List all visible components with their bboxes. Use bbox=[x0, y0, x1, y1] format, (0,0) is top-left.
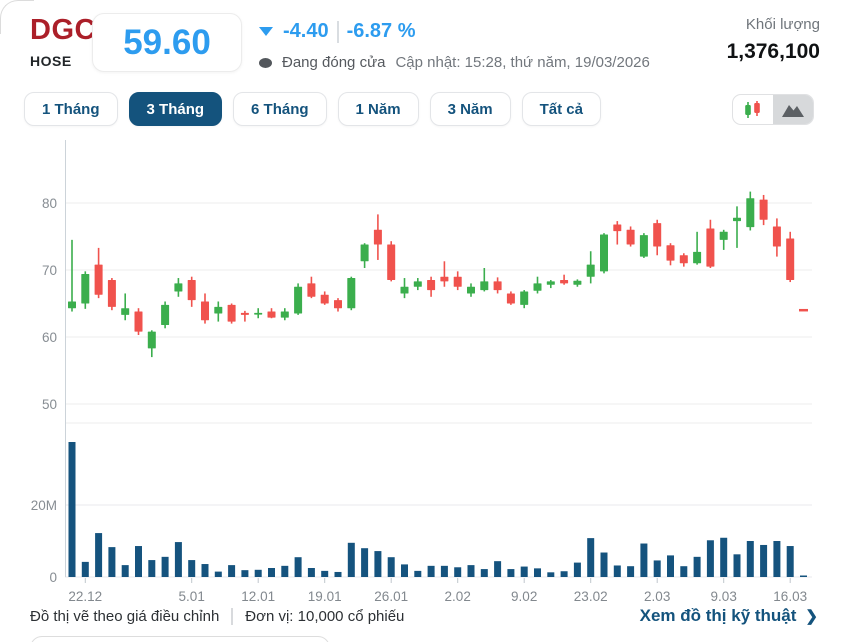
svg-text:16.03: 16.03 bbox=[773, 589, 807, 604]
down-arrow-icon bbox=[259, 27, 273, 36]
tab-range-4[interactable]: 3 Năm bbox=[429, 92, 511, 126]
volume-value: 1,376,100 bbox=[726, 40, 820, 63]
svg-text:12.01: 12.01 bbox=[241, 589, 275, 604]
footnote-separator bbox=[231, 608, 234, 625]
technical-chart-link-label: Xem đồ thị kỹ thuật bbox=[639, 606, 797, 625]
svg-text:0: 0 bbox=[49, 570, 57, 585]
tab-range-3[interactable]: 1 Năm bbox=[337, 92, 419, 126]
price-change: -4.40 bbox=[283, 20, 329, 42]
current-price: 59.60 bbox=[123, 22, 211, 62]
svg-text:9.03: 9.03 bbox=[711, 589, 737, 604]
svg-text:23.02: 23.02 bbox=[574, 589, 608, 604]
market-status-row: Đang đóng cửa Cập nhật: 15:28, thứ năm, … bbox=[259, 54, 650, 71]
candlestick-icon bbox=[745, 100, 760, 118]
tab-range-0[interactable]: 1 Tháng bbox=[24, 92, 118, 126]
candlestick-chart-button[interactable] bbox=[733, 95, 773, 124]
svg-text:50: 50 bbox=[42, 397, 57, 412]
svg-text:20M: 20M bbox=[31, 498, 57, 513]
tab-range-5[interactable]: Tất cả bbox=[521, 92, 601, 126]
updated-timestamp: Cập nhật: 15:28, thứ năm, 19/03/2026 bbox=[395, 54, 650, 71]
unit-note: Đơn vị: 10,000 cổ phiếu bbox=[245, 608, 405, 625]
market-status-icon bbox=[259, 57, 272, 68]
svg-text:2.03: 2.03 bbox=[644, 589, 670, 604]
time-range-tabs: 1 Tháng 3 Tháng 6 Tháng 1 Năm 3 Năm Tất cả bbox=[24, 92, 601, 126]
tab-range-1[interactable]: 3 Tháng bbox=[128, 92, 223, 126]
chart-type-toggle bbox=[732, 94, 814, 125]
chevron-right-icon: ❯ bbox=[805, 608, 818, 625]
technical-chart-link[interactable]: Xem đồ thị kỹ thuật ❯ bbox=[640, 606, 818, 626]
exchange-name: HOSE bbox=[30, 53, 72, 69]
change-separator bbox=[336, 20, 339, 43]
svg-text:70: 70 bbox=[42, 263, 57, 278]
svg-text:9.02: 9.02 bbox=[511, 589, 537, 604]
next-section-card-edge bbox=[30, 636, 330, 642]
svg-text:22.12: 22.12 bbox=[68, 589, 102, 604]
area-chart-button[interactable] bbox=[773, 95, 813, 124]
svg-text:26.01: 26.01 bbox=[374, 589, 408, 604]
svg-text:2.02: 2.02 bbox=[445, 589, 471, 604]
tab-range-2[interactable]: 6 Tháng bbox=[233, 92, 327, 126]
price-change-percent: -6.87 % bbox=[346, 20, 416, 42]
adjusted-price-note: Đồ thị vẽ theo giá điều chỉnh bbox=[30, 608, 220, 625]
svg-text:5.01: 5.01 bbox=[179, 589, 205, 604]
chart-footnotes: Đồ thị vẽ theo giá điều chỉnh Đơn vị: 10… bbox=[30, 608, 404, 625]
ticker-symbol: DGC bbox=[30, 14, 96, 46]
area-icon bbox=[782, 104, 804, 117]
svg-text:80: 80 bbox=[42, 196, 57, 211]
svg-text:19.01: 19.01 bbox=[308, 589, 342, 604]
volume-label: Khối lượng bbox=[745, 16, 820, 33]
current-price-box: 59.60 bbox=[92, 13, 242, 72]
market-status: Đang đóng cửa bbox=[282, 54, 386, 71]
price-change-row: -4.40 -6.87 % bbox=[259, 20, 416, 43]
svg-text:60: 60 bbox=[42, 330, 57, 345]
